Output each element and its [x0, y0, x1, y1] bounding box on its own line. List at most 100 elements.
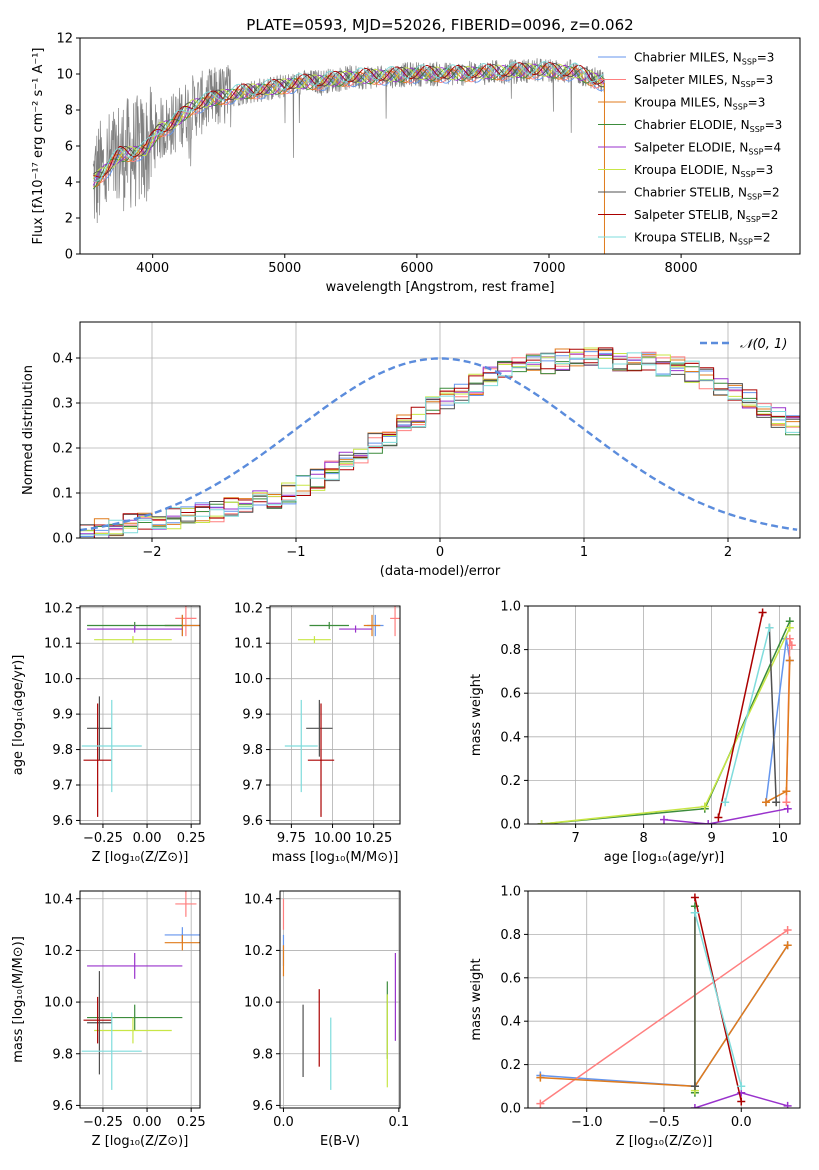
axes-frame — [79, 37, 801, 255]
y-axis-label: mass [log₁₀(M/M⊙)] — [11, 936, 26, 1063]
y-tick-label: 0.1 — [52, 487, 73, 502]
y-tick-label: 10.0 — [234, 672, 263, 687]
y-tick-label: 1.0 — [500, 600, 521, 615]
spectrum-plot-area — [92, 58, 605, 254]
y-axis-label: age [log₁₀(age/yr)] — [11, 655, 26, 776]
x-axis-label: (data-model)/error — [380, 564, 501, 579]
x-axis-label: Z [log₁₀(Z/Z⊙)] — [92, 1134, 189, 1149]
x-tick-label: 10.25 — [355, 831, 392, 846]
weight-marker-kroupa-stelib — [765, 623, 774, 632]
model-line-chabrier-stelib — [92, 62, 604, 175]
weight-marker-kroupa-miles — [783, 941, 792, 950]
legend-label: Chabrier ELODIE, NSSP=3 — [634, 118, 782, 134]
y-tick-label: 10.2 — [44, 601, 73, 616]
axes-frame — [269, 605, 401, 825]
y-tick-label: 0.6 — [500, 971, 521, 986]
y-tick-label: 0.3 — [52, 397, 73, 412]
age_vs_z-plot-area — [81, 606, 200, 817]
y-tick-label: 9.6 — [252, 1099, 273, 1114]
y-axis-label: mass weight — [469, 674, 484, 756]
weight-line-kroupa-stelib — [694, 912, 743, 1087]
x-tick-label: 1 — [580, 545, 588, 560]
x-tick-label: 6000 — [400, 261, 433, 276]
weight-marker-chabrier-stelib — [772, 798, 781, 807]
y-tick-label: 0.8 — [500, 643, 521, 658]
y-tick-label: 9.8 — [52, 1047, 73, 1062]
x-tick-label: 0.00 — [133, 831, 162, 846]
x-tick-label: 0.00 — [133, 1115, 162, 1130]
weight-line-chabrier-elodie — [541, 620, 791, 824]
x-tick-label: 0.1 — [389, 1115, 410, 1130]
histogram-step-kroupa-miles — [80, 348, 800, 538]
weight-marker-kroupa-elodie — [700, 802, 709, 811]
axes-frame — [79, 605, 201, 825]
weight-marker-kroupa-elodie — [537, 820, 546, 824]
x-tick-label: 8 — [639, 831, 647, 846]
model-line-kroupa-stelib — [93, 61, 604, 182]
age_vs_mass-axes: 9.75 10.00 10.25 9.6 9.7 9.8 9.9 10.0 10.1 10.2 ma… — [234, 601, 401, 865]
y-tick-label: 10 — [56, 68, 73, 83]
y-axis-label: Flux [fλ10⁻¹⁷ erg cm⁻² s⁻¹ A⁻¹] — [31, 48, 46, 245]
weight-marker-salpeter-elodie — [783, 1101, 792, 1108]
legend-label: 𝒩(0, 1) — [740, 337, 787, 352]
mass_vs_ebv-plot-area — [282, 898, 396, 1090]
y-tick-label: 10.2 — [244, 944, 273, 959]
x-tick-label: 7000 — [532, 261, 565, 276]
weight-marker-kroupa-stelib — [690, 908, 699, 917]
y-tick-label: 9.6 — [242, 814, 263, 829]
y-axis-label: mass weight — [469, 958, 484, 1040]
x-tick-label: 0 — [436, 545, 444, 560]
weight-marker-salpeter-miles — [536, 1099, 545, 1108]
weight-marker-salpeter-miles — [787, 641, 796, 650]
model-line-chabrier-elodie — [92, 64, 605, 190]
weight-line-chabrier-stelib — [768, 627, 777, 803]
x-tick-label: 5000 — [268, 261, 301, 276]
x-tick-label: −0.5 — [648, 1115, 680, 1130]
histogram-step-chabrier-elodie — [80, 354, 800, 531]
histogram-legend: 𝒩(0, 1) — [700, 337, 787, 352]
y-tick-label: 1.0 — [500, 885, 521, 900]
weight-marker-salpeter-elodie — [704, 820, 713, 824]
weight_vs_z-axes: −1.0 −0.5 0.0 0.0 0.2 0.4 0.6 0.8 1.0 Z [log₁₀(Z/… — [469, 885, 801, 1149]
x-tick-label: 2 — [724, 545, 732, 560]
axes-frame — [527, 890, 801, 1109]
y-tick-label: 6 — [65, 140, 73, 155]
y-tick-label: 10.1 — [234, 637, 263, 652]
legend-label: Salpeter MILES, NSSP=3 — [634, 73, 773, 89]
weight-marker-kroupa-stelib — [721, 798, 730, 807]
weight_vs_z-plot-area — [536, 893, 792, 1108]
y-tick-label: 10.2 — [234, 601, 263, 616]
model-line-kroupa-elodie — [92, 63, 605, 179]
y-tick-label: 10.4 — [44, 892, 73, 907]
x-tick-label: 0.25 — [177, 831, 206, 846]
weight-marker-kroupa-miles — [762, 798, 770, 807]
chart-title: PLATE=0593, MJD=52026, FIBERID=0096, z=0… — [246, 16, 633, 34]
weight-marker-salpeter-stelib — [758, 608, 767, 617]
weight-marker-chabrier-stelib — [690, 1082, 699, 1091]
x-axis-label: Z [log₁₀(Z/Z⊙)] — [616, 1134, 713, 1149]
weight-line-salpeter-elodie — [663, 807, 788, 824]
weight-marker-salpeter-miles — [785, 634, 794, 643]
y-tick-label: 0.2 — [500, 1058, 521, 1073]
x-tick-label: 10.00 — [314, 831, 351, 846]
model-line-kroupa-miles — [93, 65, 604, 188]
x-tick-label: −0.25 — [83, 831, 123, 846]
x-axis-label: mass [log₁₀(M/M⊙)] — [272, 850, 399, 865]
y-tick-label: 9.6 — [52, 814, 73, 829]
axes-frame — [79, 321, 801, 539]
histogram-step-salpeter-miles — [80, 349, 800, 534]
x-tick-label: 4000 — [136, 261, 169, 276]
x-axis-label: E(B-V) — [320, 1134, 360, 1149]
weight-marker-kroupa-stelib — [737, 1082, 746, 1091]
x-tick-label: 0.0 — [731, 1115, 752, 1130]
x-axis-label: age [log₁₀(age/yr)] — [604, 850, 725, 865]
gaussian-curve — [80, 357, 798, 532]
residuals-plot-area — [80, 347, 800, 538]
y-tick-label: 0 — [65, 248, 73, 263]
weight-marker-salpeter-stelib — [737, 1097, 746, 1106]
y-tick-label: 12 — [56, 32, 73, 47]
weight-line-salpeter-stelib — [717, 612, 764, 818]
y-tick-label: 0.0 — [500, 1102, 521, 1117]
model-line-salpeter-elodie — [92, 63, 605, 186]
